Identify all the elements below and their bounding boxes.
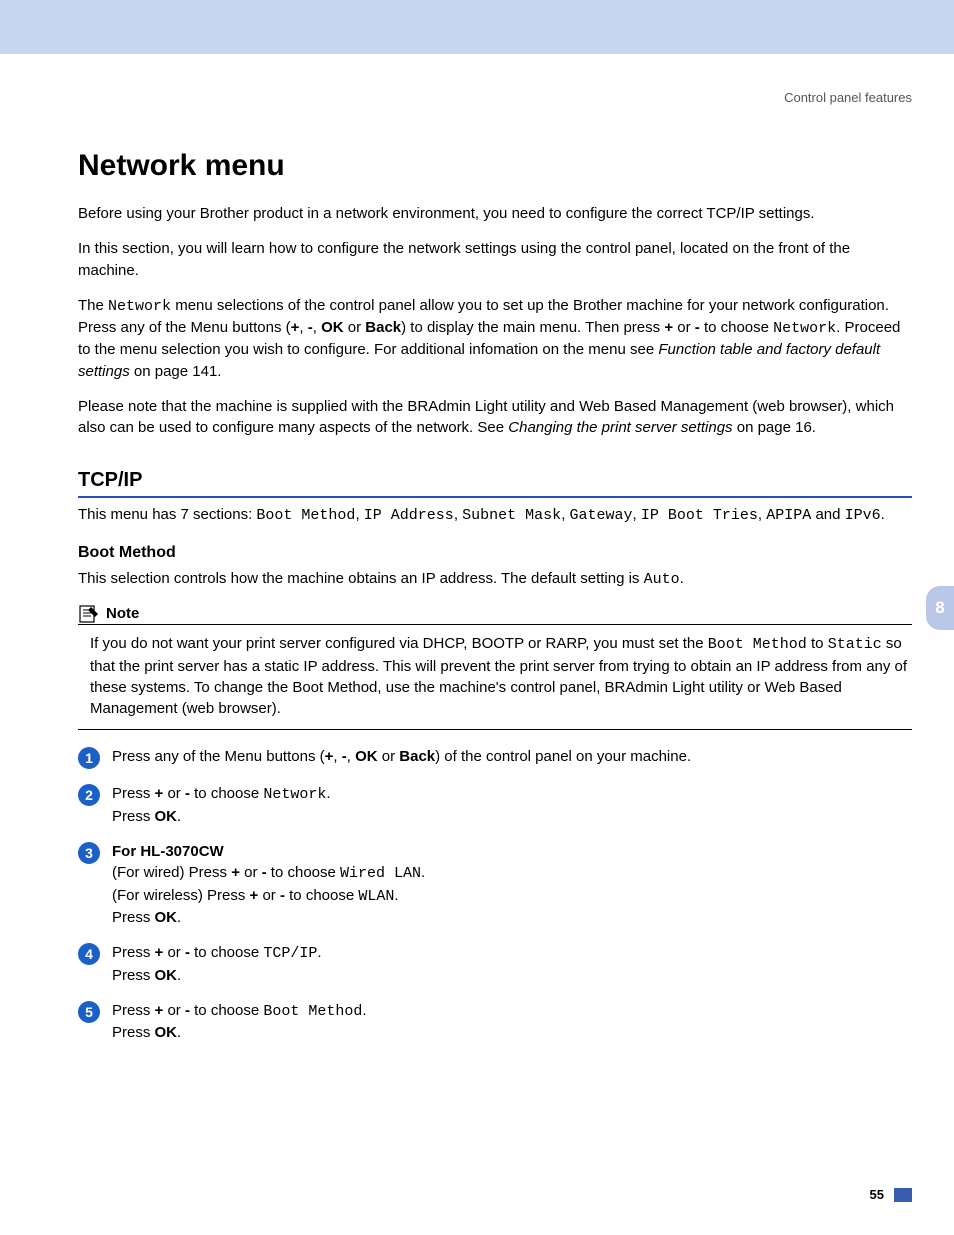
boot-method-para: This selection controls how the machine … xyxy=(78,568,912,590)
step-3: 3 For HL-3070CW (For wired) Press + or -… xyxy=(78,841,912,928)
note-body: If you do not want your print server con… xyxy=(78,625,912,730)
step-number: 3 xyxy=(78,842,100,864)
subsection-heading-boot-method: Boot Method xyxy=(78,544,912,562)
step-number: 1 xyxy=(78,747,100,769)
note-label: Note xyxy=(106,605,139,624)
step-number: 2 xyxy=(78,784,100,806)
top-bar xyxy=(0,0,954,54)
steps-list: 1 Press any of the Menu buttons (+, -, O… xyxy=(78,746,912,1043)
page-title: Network menu xyxy=(78,149,912,183)
page-footer: 55 xyxy=(0,1187,954,1226)
step-4: 4 Press + or - to choose TCP/IP. Press O… xyxy=(78,942,912,986)
page-content: Control panel features Network menu Befo… xyxy=(0,54,954,1087)
sections-intro: This menu has 7 sections: Boot Method, I… xyxy=(78,504,912,526)
step-5: 5 Press + or - to choose Boot Method. Pr… xyxy=(78,1000,912,1044)
footer-accent-bar xyxy=(894,1188,912,1202)
page-number: 55 xyxy=(870,1187,884,1202)
intro-para-1: Before using your Brother product in a n… xyxy=(78,203,912,224)
step-1: 1 Press any of the Menu buttons (+, -, O… xyxy=(78,746,912,769)
intro-para-3: The Network menu selections of the contr… xyxy=(78,295,912,382)
section-heading-tcpip: TCP/IP xyxy=(78,469,912,498)
breadcrumb: Control panel features xyxy=(78,90,912,105)
step-number: 4 xyxy=(78,943,100,965)
chapter-tab: 8 xyxy=(926,586,954,630)
note-icon xyxy=(78,604,100,624)
intro-para-2: In this section, you will learn how to c… xyxy=(78,238,912,281)
step-number: 5 xyxy=(78,1001,100,1023)
intro-para-4: Please note that the machine is supplied… xyxy=(78,396,912,439)
note-block: Note If you do not want your print serve… xyxy=(78,604,912,730)
step-2: 2 Press + or - to choose Network. Press … xyxy=(78,783,912,827)
